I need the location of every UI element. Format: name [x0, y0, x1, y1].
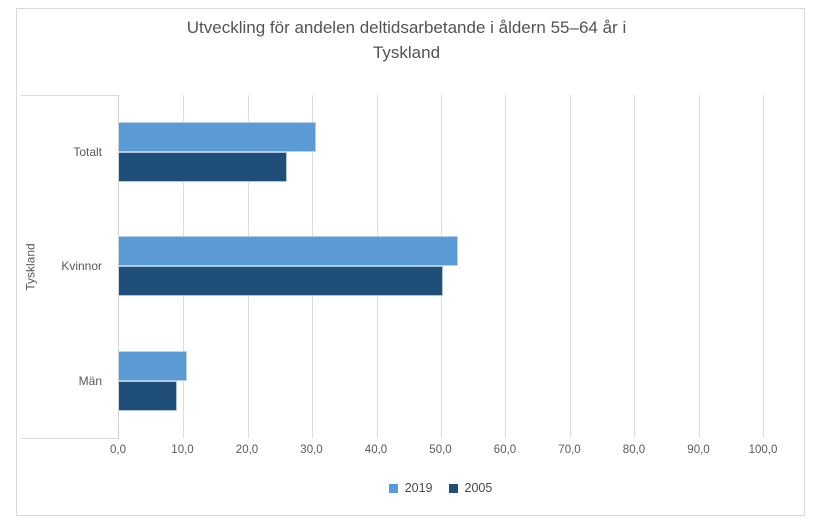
plot-area — [118, 95, 764, 438]
x-tick-90: 90,0 — [687, 444, 710, 456]
bar-kvinnor-2005[interactable] — [119, 266, 443, 297]
category-label-totalt: Totalt — [73, 145, 102, 160]
x-tick-10: 10,0 — [171, 444, 194, 456]
x-axis-tick-labels: 0,0 10,0 20,0 30,0 40,0 50,0 60,0 70,0 8… — [110, 444, 777, 460]
x-tick-0: 0,0 — [110, 444, 126, 456]
bar-totalt-2019[interactable] — [119, 122, 317, 153]
gridline-80 — [634, 95, 636, 438]
gridline-60 — [505, 95, 507, 438]
bar-kvinnor-2019[interactable] — [119, 236, 459, 267]
gridline-70 — [569, 95, 571, 438]
chart-title-line2: Tyskland — [372, 42, 441, 62]
x-tick-60: 60,0 — [493, 444, 517, 456]
x-tick-50: 50,0 — [429, 444, 452, 456]
category-axis-top-line — [21, 95, 119, 96]
category-label-kvinnor: Kvinnor — [61, 259, 102, 274]
bar-totalt-2005[interactable] — [119, 152, 288, 183]
chart-legend: 2019 2005 — [118, 479, 763, 497]
legend-swatch-2019 — [388, 483, 398, 493]
x-tick-100: 100,0 — [748, 444, 778, 456]
legend-label-2019: 2019 — [404, 481, 433, 495]
axis-group-label-tyskland: Tyskland — [24, 242, 39, 291]
x-tick-30: 30,0 — [300, 444, 323, 456]
category-label-man: Män — [78, 373, 102, 388]
category-axis-labels: Totalt Kvinnor Män — [40, 95, 110, 438]
bar-man-2019[interactable] — [119, 350, 188, 381]
x-tick-40: 40,0 — [364, 444, 388, 456]
category-axis-bottom-line — [21, 438, 119, 439]
chart-title-line1: Utveckling för andelen deltidsarbetande … — [186, 18, 627, 37]
legend-item-2019[interactable]: 2019 — [388, 481, 433, 495]
chart-title: Utveckling för andelen deltidsarbetande … — [100, 16, 713, 65]
bar-group-totalt — [119, 95, 763, 209]
legend-item-2005[interactable]: 2005 — [448, 481, 493, 495]
x-tick-20: 20,0 — [235, 444, 259, 456]
legend-label-2005: 2005 — [464, 481, 493, 495]
x-tick-80: 80,0 — [622, 444, 646, 456]
bar-groups — [119, 95, 763, 438]
gridline-100 — [763, 95, 764, 438]
gridline-90 — [698, 95, 700, 438]
bar-group-kvinnor — [119, 209, 763, 323]
bar-group-man — [119, 324, 763, 438]
x-tick-70: 70,0 — [558, 444, 581, 456]
legend-swatch-2005 — [448, 483, 458, 493]
bar-man-2005[interactable] — [119, 380, 177, 411]
